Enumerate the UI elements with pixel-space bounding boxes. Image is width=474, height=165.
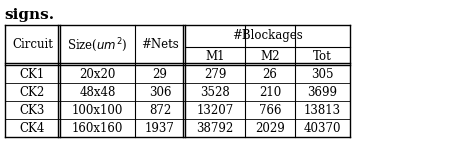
Text: #Blockages: #Blockages [232, 30, 303, 43]
Text: 26: 26 [263, 67, 277, 81]
Text: CK1: CK1 [20, 67, 45, 81]
Text: 48x48: 48x48 [79, 85, 116, 99]
Text: Tot: Tot [313, 50, 332, 63]
Text: 279: 279 [204, 67, 226, 81]
Text: CK4: CK4 [20, 121, 45, 134]
Text: #Nets: #Nets [141, 38, 179, 51]
Text: M2: M2 [260, 50, 280, 63]
Text: 40370: 40370 [304, 121, 341, 134]
Text: 20x20: 20x20 [79, 67, 116, 81]
Text: M1: M1 [205, 50, 225, 63]
Text: 1937: 1937 [145, 121, 175, 134]
Text: Circuit: Circuit [12, 38, 53, 51]
Text: 305: 305 [311, 67, 334, 81]
Text: 306: 306 [149, 85, 171, 99]
Text: 2029: 2029 [255, 121, 285, 134]
Text: CK2: CK2 [20, 85, 45, 99]
Text: 3528: 3528 [200, 85, 230, 99]
Text: 100x100: 100x100 [72, 103, 123, 116]
Text: 766: 766 [259, 103, 281, 116]
Text: signs.: signs. [4, 8, 54, 22]
Text: 13207: 13207 [196, 103, 234, 116]
Text: 210: 210 [259, 85, 281, 99]
Text: 160x160: 160x160 [72, 121, 123, 134]
Text: 38792: 38792 [196, 121, 234, 134]
Text: 29: 29 [153, 67, 167, 81]
Text: 3699: 3699 [308, 85, 337, 99]
Text: 13813: 13813 [304, 103, 341, 116]
Text: 872: 872 [149, 103, 171, 116]
Text: Size($um^2$): Size($um^2$) [67, 36, 128, 54]
Text: CK3: CK3 [20, 103, 45, 116]
